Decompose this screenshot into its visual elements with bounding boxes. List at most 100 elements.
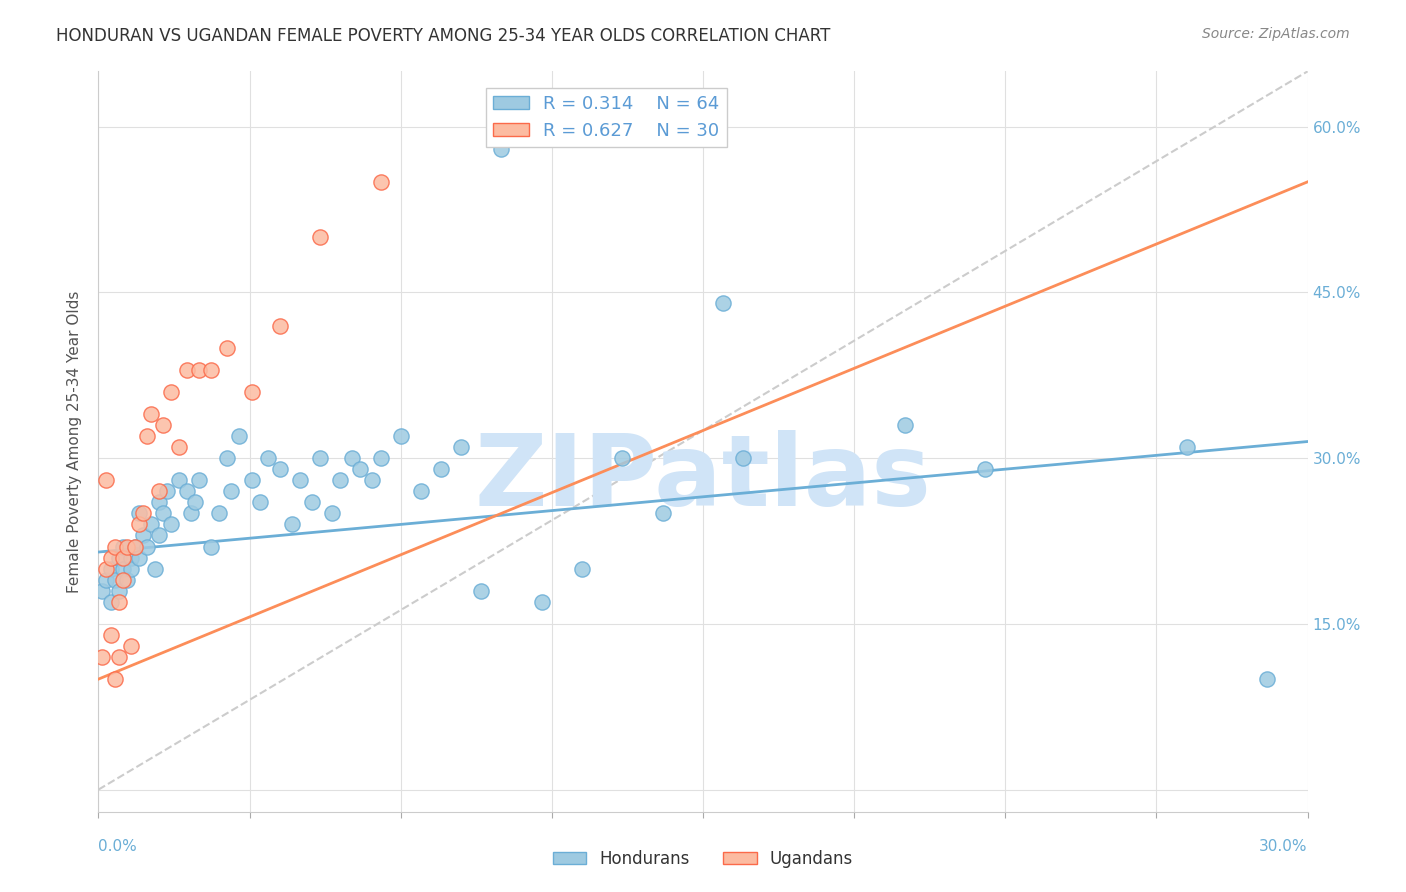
Point [111, 540, 134, 554]
Point [217, 451, 239, 466]
Point [370, 451, 392, 466]
Point [120, 550, 142, 565]
Point [309, 451, 332, 466]
Text: 0.0%: 0.0% [98, 839, 138, 855]
Point [91, 650, 114, 665]
Text: Source: ZipAtlas.com: Source: ZipAtlas.com [1202, 27, 1350, 41]
Point [281, 517, 304, 532]
Point [152, 507, 174, 521]
Point [148, 495, 170, 509]
Point [321, 507, 343, 521]
Point [240, 473, 263, 487]
Point [1175, 440, 1198, 454]
Point [120, 561, 142, 575]
Point [100, 550, 122, 565]
Point [91, 583, 114, 598]
Point [128, 517, 150, 532]
Text: HONDURAN VS UGANDAN FEMALE POVERTY AMONG 25-34 YEAR OLDS CORRELATION CHART: HONDURAN VS UGANDAN FEMALE POVERTY AMONG… [56, 27, 831, 45]
Point [132, 507, 155, 521]
Point [160, 384, 183, 399]
Point [974, 462, 997, 476]
Point [651, 507, 673, 521]
Point [111, 561, 134, 575]
Point [571, 561, 593, 575]
Point [893, 417, 915, 432]
Point [111, 550, 134, 565]
Point [221, 484, 243, 499]
Point [288, 473, 311, 487]
Point [96, 473, 118, 487]
Point [217, 341, 239, 355]
Point [176, 362, 198, 376]
Legend: R = 0.314    N = 64, R = 0.627    N = 30: R = 0.314 N = 64, R = 0.627 N = 30 [485, 87, 727, 147]
Text: 30.0%: 30.0% [1260, 839, 1308, 855]
Point [152, 417, 174, 432]
Point [107, 650, 129, 665]
Point [167, 440, 190, 454]
Point [450, 440, 472, 454]
Point [167, 473, 190, 487]
Point [612, 451, 634, 466]
Point [228, 429, 250, 443]
Point [249, 495, 271, 509]
Point [256, 451, 278, 466]
Point [361, 473, 384, 487]
Legend: Hondurans, Ugandans: Hondurans, Ugandans [546, 844, 860, 875]
Point [342, 451, 364, 466]
Point [107, 595, 129, 609]
Point [139, 407, 162, 421]
Point [188, 362, 211, 376]
Point [1256, 672, 1278, 686]
Point [176, 484, 198, 499]
Point [96, 573, 118, 587]
Point [430, 462, 453, 476]
Point [135, 540, 157, 554]
Point [124, 540, 146, 554]
Point [103, 672, 125, 686]
Point [409, 484, 432, 499]
Point [148, 484, 170, 499]
Point [240, 384, 263, 399]
Point [188, 473, 211, 487]
Point [100, 561, 122, 575]
Point [143, 561, 166, 575]
Point [309, 230, 332, 244]
Point [301, 495, 323, 509]
Point [96, 561, 118, 575]
Point [111, 573, 134, 587]
Point [132, 528, 155, 542]
Point [711, 296, 734, 310]
Point [269, 318, 291, 333]
Point [184, 495, 207, 509]
Point [115, 540, 138, 554]
Point [128, 550, 150, 565]
Point [349, 462, 371, 476]
Point [120, 639, 142, 653]
Point [103, 540, 125, 554]
Point [107, 583, 129, 598]
Point [100, 595, 122, 609]
Point [733, 451, 755, 466]
Point [115, 573, 138, 587]
Y-axis label: Female Poverty Among 25-34 Year Olds: Female Poverty Among 25-34 Year Olds [67, 291, 83, 592]
Point [139, 517, 162, 532]
Point [370, 175, 392, 189]
Point [148, 528, 170, 542]
Point [491, 142, 513, 156]
Point [135, 429, 157, 443]
Point [329, 473, 352, 487]
Point [530, 595, 553, 609]
Point [208, 507, 231, 521]
Point [128, 507, 150, 521]
Point [124, 540, 146, 554]
Point [200, 540, 222, 554]
Point [160, 517, 183, 532]
Point [470, 583, 492, 598]
Point [103, 573, 125, 587]
Point [200, 362, 222, 376]
Point [100, 628, 122, 642]
Point [389, 429, 412, 443]
Point [269, 462, 291, 476]
Point [107, 550, 129, 565]
Text: ZIPatlas: ZIPatlas [475, 430, 931, 527]
